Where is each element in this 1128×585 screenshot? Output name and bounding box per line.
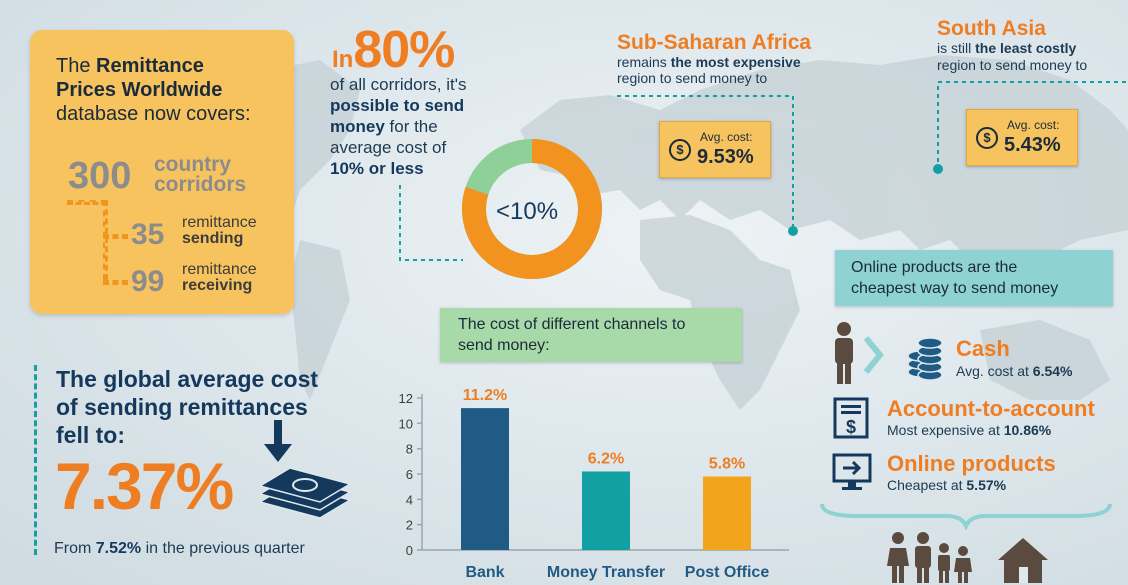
previous-quarter-note: From 7.52% in the previous quarter xyxy=(54,540,305,557)
corridors-count: 300 xyxy=(68,155,132,197)
database-heading: The Remittance Prices Worldwide database… xyxy=(56,55,251,125)
receiving-count: 99 xyxy=(131,265,165,298)
connector-line xyxy=(67,200,107,205)
account-to-account-title: Account-to-account xyxy=(887,396,1095,421)
sending-label: remittance sending xyxy=(182,214,257,247)
ssa-cost-box: $ Avg. cost: 9.53% xyxy=(659,121,771,178)
person-to-cash-icon xyxy=(835,322,943,384)
ssa-description: remains the most expensive region to send… xyxy=(617,54,801,86)
bar-value-label: 5.8% xyxy=(709,456,745,473)
cash-desc: Avg. cost at 6.54% xyxy=(956,363,1073,379)
family-house-icon xyxy=(887,532,1048,583)
y-tick-label: 10 xyxy=(399,416,413,431)
corridor-description: of all corridors, it's possible to send … xyxy=(330,75,467,178)
money-stack-icon xyxy=(258,420,352,519)
south-asia-cost-box: $ Avg. cost: 5.43% xyxy=(966,109,1078,166)
database-card xyxy=(30,30,294,314)
account-to-account-desc: Most expensive at 10.86% xyxy=(887,422,1052,438)
south-asia-description: is still the least costly region to send … xyxy=(937,40,1088,73)
ssa-avg-label: Avg. cost: xyxy=(700,130,753,144)
ssa-dotted-connector xyxy=(617,95,798,236)
y-tick-label: 4 xyxy=(406,492,413,507)
bar-value-label: 6.2% xyxy=(588,450,624,467)
x-tick-label: Bank xyxy=(465,564,504,581)
donut-label: <10% xyxy=(496,198,559,225)
connector-line xyxy=(103,200,108,280)
ssa-avg-value: 9.53% xyxy=(697,146,754,168)
south-asia-dotted-connector xyxy=(933,81,1126,174)
channel-cost-chart: 0 2 4 6 8 10 12 11.2% Bank 6.2% Money Transfer 5.8%… xyxy=(399,387,789,581)
bar-bank xyxy=(461,408,509,550)
y-tick-label: 8 xyxy=(406,442,413,457)
y-tick-label: 2 xyxy=(406,518,413,533)
computer-icon xyxy=(832,453,872,490)
ssa-title: Sub-Saharan Africa xyxy=(617,31,812,54)
bank-statement-icon: $ xyxy=(833,397,869,439)
curly-brace xyxy=(820,503,1112,530)
sending-count: 35 xyxy=(131,218,165,251)
bar-value-label: 11.2% xyxy=(463,387,507,404)
y-tick-label: 0 xyxy=(406,543,413,558)
receiving-label: remittance receiving xyxy=(182,261,257,294)
dollar-coin-icon: $ xyxy=(976,127,998,149)
south-asia-avg-value: 5.43% xyxy=(1004,134,1061,156)
svg-text:$: $ xyxy=(846,417,856,437)
corridor-donut xyxy=(462,139,602,279)
global-average-heading: The global average cost of sending remitt… xyxy=(56,366,319,448)
bar-post-office xyxy=(703,476,751,550)
y-tick-label: 12 xyxy=(399,391,413,406)
connector-line xyxy=(103,234,128,239)
x-tick-label: Money Transfer xyxy=(547,564,665,581)
online-banner: Online products are the cheapest way to s… xyxy=(835,250,1113,306)
dollar-coin-icon: $ xyxy=(669,139,691,161)
x-tick-label: Post Office xyxy=(685,564,770,581)
bar-money-transfer xyxy=(582,471,630,550)
cash-title: Cash xyxy=(956,336,1010,361)
connector-line xyxy=(103,280,128,285)
south-asia-avg-label: Avg. cost: xyxy=(1007,118,1060,132)
online-products-desc: Cheapest at 5.57% xyxy=(887,477,1007,493)
teal-dotted-connector xyxy=(399,185,463,261)
corridor-headline: In80% xyxy=(332,21,455,79)
global-average-value: 7.37% xyxy=(55,449,234,523)
y-tick-label: 6 xyxy=(406,467,413,482)
chart-title: The cost of different channels to send mo… xyxy=(440,308,742,362)
online-products-title: Online products xyxy=(887,451,1056,476)
corridors-label: country corridors xyxy=(154,153,247,196)
south-asia-title: South Asia xyxy=(937,17,1046,40)
teal-dashed-line xyxy=(34,365,37,555)
